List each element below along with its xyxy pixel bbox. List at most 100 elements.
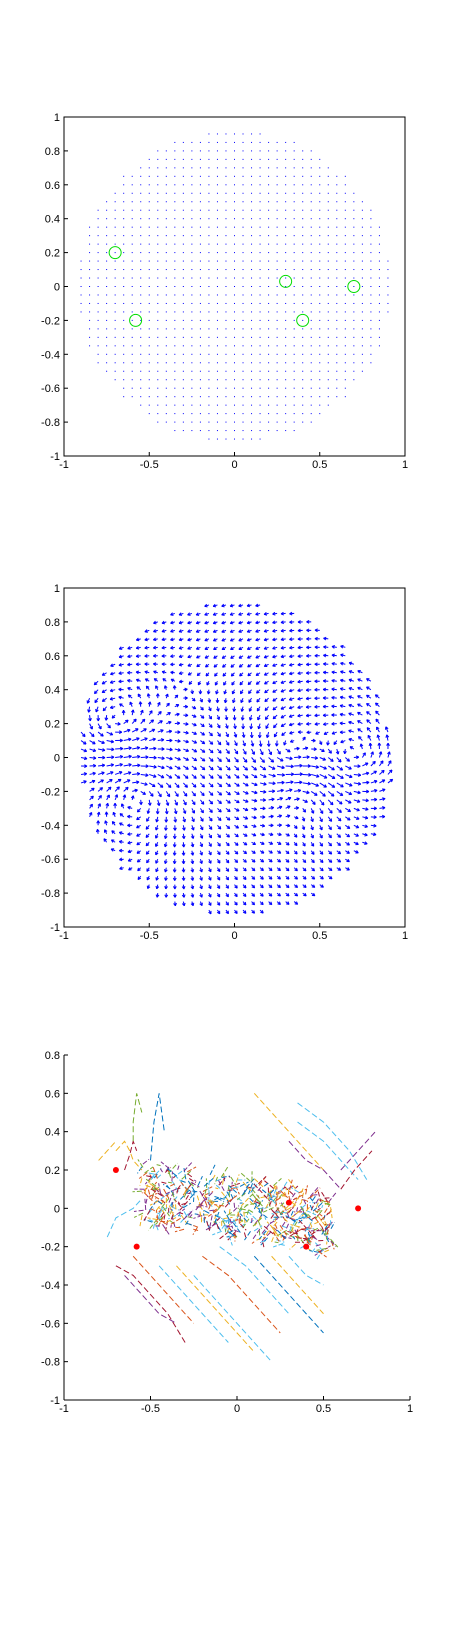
grid-point (174, 422, 175, 423)
grid-point (208, 193, 209, 194)
grid-point (157, 413, 158, 414)
grid-point (115, 320, 116, 321)
grid-point (387, 278, 388, 279)
grid-point (234, 439, 235, 440)
grid-point (251, 320, 252, 321)
grid-point (243, 294, 244, 295)
grid-point (353, 269, 354, 270)
grid-point (277, 294, 278, 295)
grid-point (328, 328, 329, 329)
grid-point (89, 252, 90, 253)
grid-point (319, 184, 320, 185)
grid-point (149, 176, 150, 177)
grid-point (140, 176, 141, 177)
grid-point (370, 227, 371, 228)
grid-point (353, 252, 354, 253)
grid-point (157, 371, 158, 372)
grid-point (268, 210, 269, 211)
grid-point (251, 184, 252, 185)
grid-point (370, 244, 371, 245)
grid-point (98, 320, 99, 321)
grid-point (243, 345, 244, 346)
grid-point (174, 320, 175, 321)
grid-point (268, 150, 269, 151)
grid-point (319, 261, 320, 262)
grid-point (81, 278, 82, 279)
trajectory-segment (328, 1246, 330, 1247)
grid-point (191, 388, 192, 389)
grid-point (251, 252, 252, 253)
grid-point (149, 235, 150, 236)
grid-point (157, 261, 158, 262)
grid-point (140, 345, 141, 346)
grid-point (89, 345, 90, 346)
grid-point (294, 328, 295, 329)
grid-point (345, 252, 346, 253)
plot-1-grid-with-circles: -1 -0.5 0 0.5 110.80.60.40.20-0.2-0.4-0.6-0.… (41, 112, 408, 471)
grid-point (191, 210, 192, 211)
grid-point (260, 201, 261, 202)
grid-point (217, 362, 218, 363)
grid-point (157, 345, 158, 346)
grid-point (225, 133, 226, 134)
grid-point (140, 269, 141, 270)
trajectory-segment (247, 1210, 249, 1217)
grid-point (328, 354, 329, 355)
trajectory (202, 1256, 280, 1333)
grid-point (319, 311, 320, 312)
grid-point (345, 354, 346, 355)
grid-point (294, 176, 295, 177)
grid-point (132, 388, 133, 389)
grid-point (115, 227, 116, 228)
grid-point (140, 227, 141, 228)
grid-point (132, 371, 133, 372)
trajectory-segment (140, 1178, 142, 1185)
grid-point (132, 278, 133, 279)
grid-point (132, 294, 133, 295)
grid-point (174, 430, 175, 431)
grid-point (311, 379, 312, 380)
grid-point (115, 311, 116, 312)
grid-point (234, 133, 235, 134)
trajectory (159, 1266, 228, 1343)
grid-point (208, 235, 209, 236)
grid-point (234, 218, 235, 219)
grid-point (302, 294, 303, 295)
grid-point (260, 379, 261, 380)
grid-point (166, 303, 167, 304)
grid-point (174, 201, 175, 202)
grid-point (166, 294, 167, 295)
grid-point (345, 311, 346, 312)
grid-point (302, 388, 303, 389)
grid-point (311, 422, 312, 423)
grid-point (302, 193, 303, 194)
y-tick-label: -0.8 (41, 888, 60, 900)
grid-point (328, 193, 329, 194)
grid-point (157, 388, 158, 389)
x-tick-label: 0 (231, 930, 237, 942)
grid-point (132, 320, 133, 321)
grid-point (191, 176, 192, 177)
grid-point (234, 345, 235, 346)
grid-point (311, 345, 312, 346)
grid-point (294, 167, 295, 168)
grid-point (268, 278, 269, 279)
grid-point (132, 337, 133, 338)
grid-point (166, 422, 167, 423)
grid-point (277, 218, 278, 219)
grid-point (191, 261, 192, 262)
grid-point (191, 201, 192, 202)
grid-point (157, 311, 158, 312)
trajectory-segment (142, 1188, 148, 1194)
grid-point (370, 294, 371, 295)
y-tick-label: 0.6 (45, 1088, 60, 1100)
grid-point (285, 235, 286, 236)
grid-point (123, 362, 124, 363)
trajectory-segment (160, 1169, 162, 1173)
grid-point (345, 278, 346, 279)
grid-point (140, 303, 141, 304)
trajectory-segment (254, 1226, 262, 1231)
grid-point (243, 193, 244, 194)
grid-point (166, 354, 167, 355)
grid-point (115, 294, 116, 295)
